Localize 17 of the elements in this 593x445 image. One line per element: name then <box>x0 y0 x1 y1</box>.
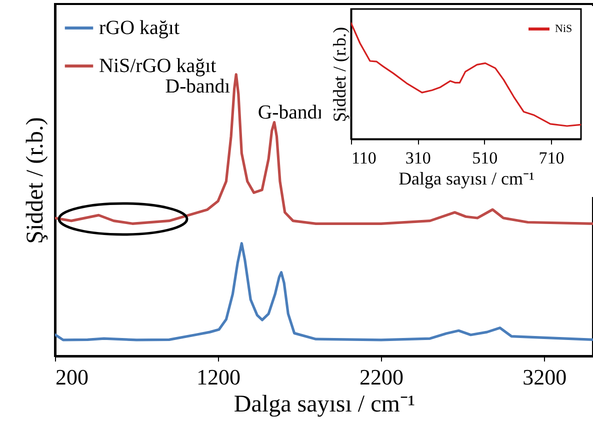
legend-label: rGO kağıt <box>99 17 180 39</box>
x-tick-label: 3200 <box>522 364 567 390</box>
legend-label: NiS/rGO kağıt <box>99 55 217 77</box>
x-axis-title: Dalga sayısı / cm⁻¹ <box>234 392 416 418</box>
annotation: D-bandı <box>165 75 231 98</box>
x-tick-label: 710 <box>538 148 564 168</box>
x-tick-label: 1200 <box>196 364 241 390</box>
x-tick-label: 2200 <box>360 364 404 390</box>
legend-label: NiS <box>555 23 572 35</box>
x-tick-label: 200 <box>56 364 88 390</box>
x-tick-label: 510 <box>472 148 498 168</box>
x-tick-label: 310 <box>405 148 431 168</box>
annotation: G-bandı <box>258 101 324 124</box>
y-axis-title: Şiddet / (r.b.) <box>22 117 48 244</box>
x-axis-title: Dalga sayısı / cm⁻¹ <box>398 168 534 188</box>
y-axis-title: Şiddet / (r.b.) <box>330 27 350 122</box>
x-tick-label: 110 <box>352 148 376 168</box>
